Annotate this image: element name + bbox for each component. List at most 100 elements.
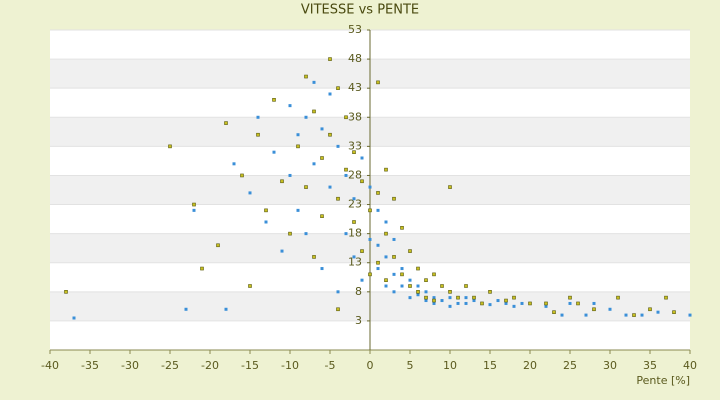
point	[328, 92, 332, 96]
point	[376, 267, 380, 271]
point	[288, 231, 292, 236]
y-tick-label: 43	[348, 81, 362, 94]
y-tick-label: 38	[348, 110, 362, 123]
point	[192, 202, 196, 207]
point	[360, 179, 364, 184]
point	[456, 295, 460, 300]
point	[392, 272, 396, 276]
point	[320, 156, 324, 160]
x-tick-label: -40	[41, 359, 59, 372]
x-tick-label: 15	[483, 359, 497, 372]
x-tick-label: 25	[563, 359, 577, 372]
point	[432, 298, 436, 303]
y-tick-label: 53	[348, 23, 362, 36]
point	[256, 115, 260, 119]
point	[496, 299, 500, 303]
point	[408, 278, 412, 282]
point	[432, 296, 436, 300]
point	[400, 226, 404, 230]
point	[400, 284, 404, 288]
point	[392, 196, 396, 201]
point	[312, 80, 316, 84]
point	[336, 196, 340, 201]
y-tick-label: 23	[348, 198, 362, 211]
point	[520, 301, 524, 305]
point	[552, 310, 556, 314]
point	[336, 144, 340, 148]
point	[344, 167, 348, 172]
point	[544, 301, 548, 306]
point	[560, 313, 564, 317]
point	[544, 304, 548, 308]
point	[344, 115, 348, 120]
point	[512, 295, 516, 300]
y-tick-label: 13	[348, 256, 362, 269]
point	[312, 109, 316, 114]
x-tick-label: 10	[443, 359, 457, 372]
point	[424, 290, 428, 294]
point	[184, 307, 188, 311]
point	[512, 304, 516, 308]
point	[192, 208, 196, 212]
x-axis-label: Pente [%]	[636, 374, 690, 387]
point	[424, 278, 428, 282]
point	[304, 232, 308, 236]
point	[320, 214, 324, 218]
point	[296, 133, 300, 137]
point	[312, 162, 316, 166]
point	[416, 290, 420, 294]
point	[224, 307, 228, 311]
point	[640, 313, 644, 317]
point	[416, 284, 420, 288]
point	[448, 296, 452, 300]
point	[488, 303, 492, 307]
x-tick-label: -5	[325, 359, 336, 372]
point	[272, 150, 276, 154]
point	[440, 299, 444, 303]
point	[296, 208, 300, 212]
x-tick-label: 0	[367, 359, 374, 372]
point	[392, 290, 396, 294]
point	[352, 197, 356, 201]
point	[328, 185, 332, 189]
point	[336, 86, 340, 90]
point	[456, 301, 460, 305]
point	[464, 284, 468, 288]
y-tick-label: 28	[348, 168, 362, 181]
point	[360, 156, 364, 160]
point	[288, 104, 292, 108]
point	[688, 313, 692, 317]
point	[344, 232, 348, 236]
x-tick-label: -35	[81, 359, 99, 372]
point	[368, 208, 372, 213]
point	[256, 132, 260, 137]
point	[440, 284, 444, 288]
point	[224, 121, 228, 125]
x-tick-label: 30	[603, 359, 617, 372]
point	[240, 173, 244, 178]
point	[376, 80, 380, 85]
point	[568, 301, 572, 305]
point	[472, 299, 476, 303]
point	[592, 307, 596, 312]
point	[664, 295, 668, 300]
point	[344, 173, 348, 177]
point	[232, 162, 236, 166]
point	[264, 208, 268, 213]
point	[424, 299, 428, 303]
point	[568, 295, 572, 300]
point	[384, 255, 388, 259]
point	[504, 298, 508, 303]
point	[384, 231, 388, 236]
y-tick-label: 18	[348, 227, 362, 240]
point	[464, 301, 468, 305]
point	[200, 266, 204, 271]
point	[288, 173, 292, 177]
point	[432, 272, 436, 277]
point	[304, 185, 308, 189]
point	[424, 295, 428, 300]
point	[400, 272, 404, 277]
point	[352, 220, 356, 224]
point	[416, 293, 420, 297]
point	[72, 316, 76, 320]
